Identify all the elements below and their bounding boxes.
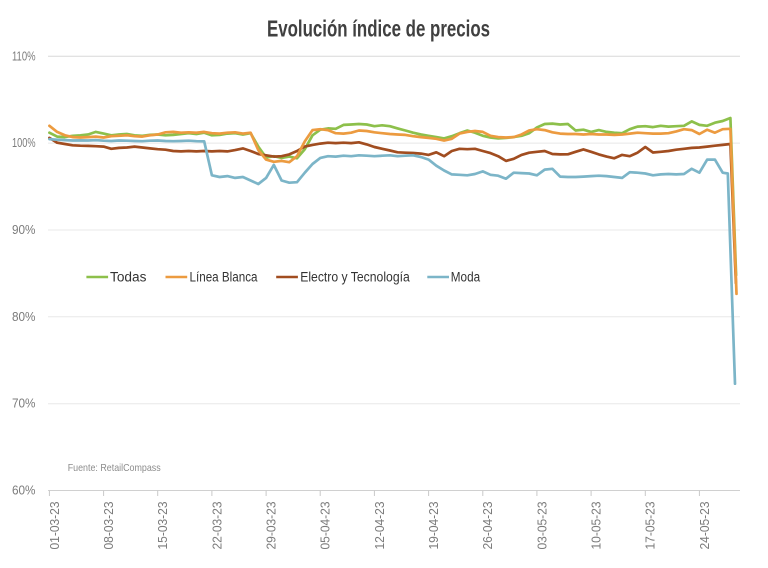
svg-text:Evolución índice de precios: Evolución índice de precios: [267, 16, 490, 42]
svg-text:29-03-23: 29-03-23: [264, 502, 279, 550]
svg-text:Fuente: RetailCompass: Fuente: RetailCompass: [68, 462, 161, 474]
svg-text:Línea Blanca: Línea Blanca: [190, 270, 258, 285]
svg-text:01-03-23: 01-03-23: [47, 502, 62, 550]
svg-text:Electro y Tecnología: Electro y Tecnología: [300, 270, 410, 285]
svg-text:17-05-23: 17-05-23: [643, 502, 658, 550]
svg-text:10-05-23: 10-05-23: [589, 502, 604, 550]
svg-text:Todas: Todas: [110, 270, 147, 285]
svg-text:70%: 70%: [12, 396, 36, 411]
svg-text:26-04-23: 26-04-23: [480, 502, 495, 550]
svg-text:60%: 60%: [12, 483, 36, 498]
svg-text:08-03-23: 08-03-23: [101, 502, 116, 550]
svg-text:15-03-23: 15-03-23: [155, 502, 170, 550]
svg-text:110%: 110%: [12, 48, 36, 63]
svg-text:80%: 80%: [12, 309, 36, 324]
svg-text:Moda: Moda: [451, 270, 481, 285]
svg-text:22-03-23: 22-03-23: [209, 502, 224, 550]
svg-text:24-05-23: 24-05-23: [697, 502, 712, 550]
svg-text:05-04-23: 05-04-23: [318, 502, 333, 550]
svg-text:100%: 100%: [12, 135, 36, 150]
svg-text:19-04-23: 19-04-23: [426, 502, 441, 550]
svg-text:12-04-23: 12-04-23: [372, 502, 387, 550]
svg-text:03-05-23: 03-05-23: [534, 502, 549, 550]
svg-text:90%: 90%: [12, 222, 36, 237]
